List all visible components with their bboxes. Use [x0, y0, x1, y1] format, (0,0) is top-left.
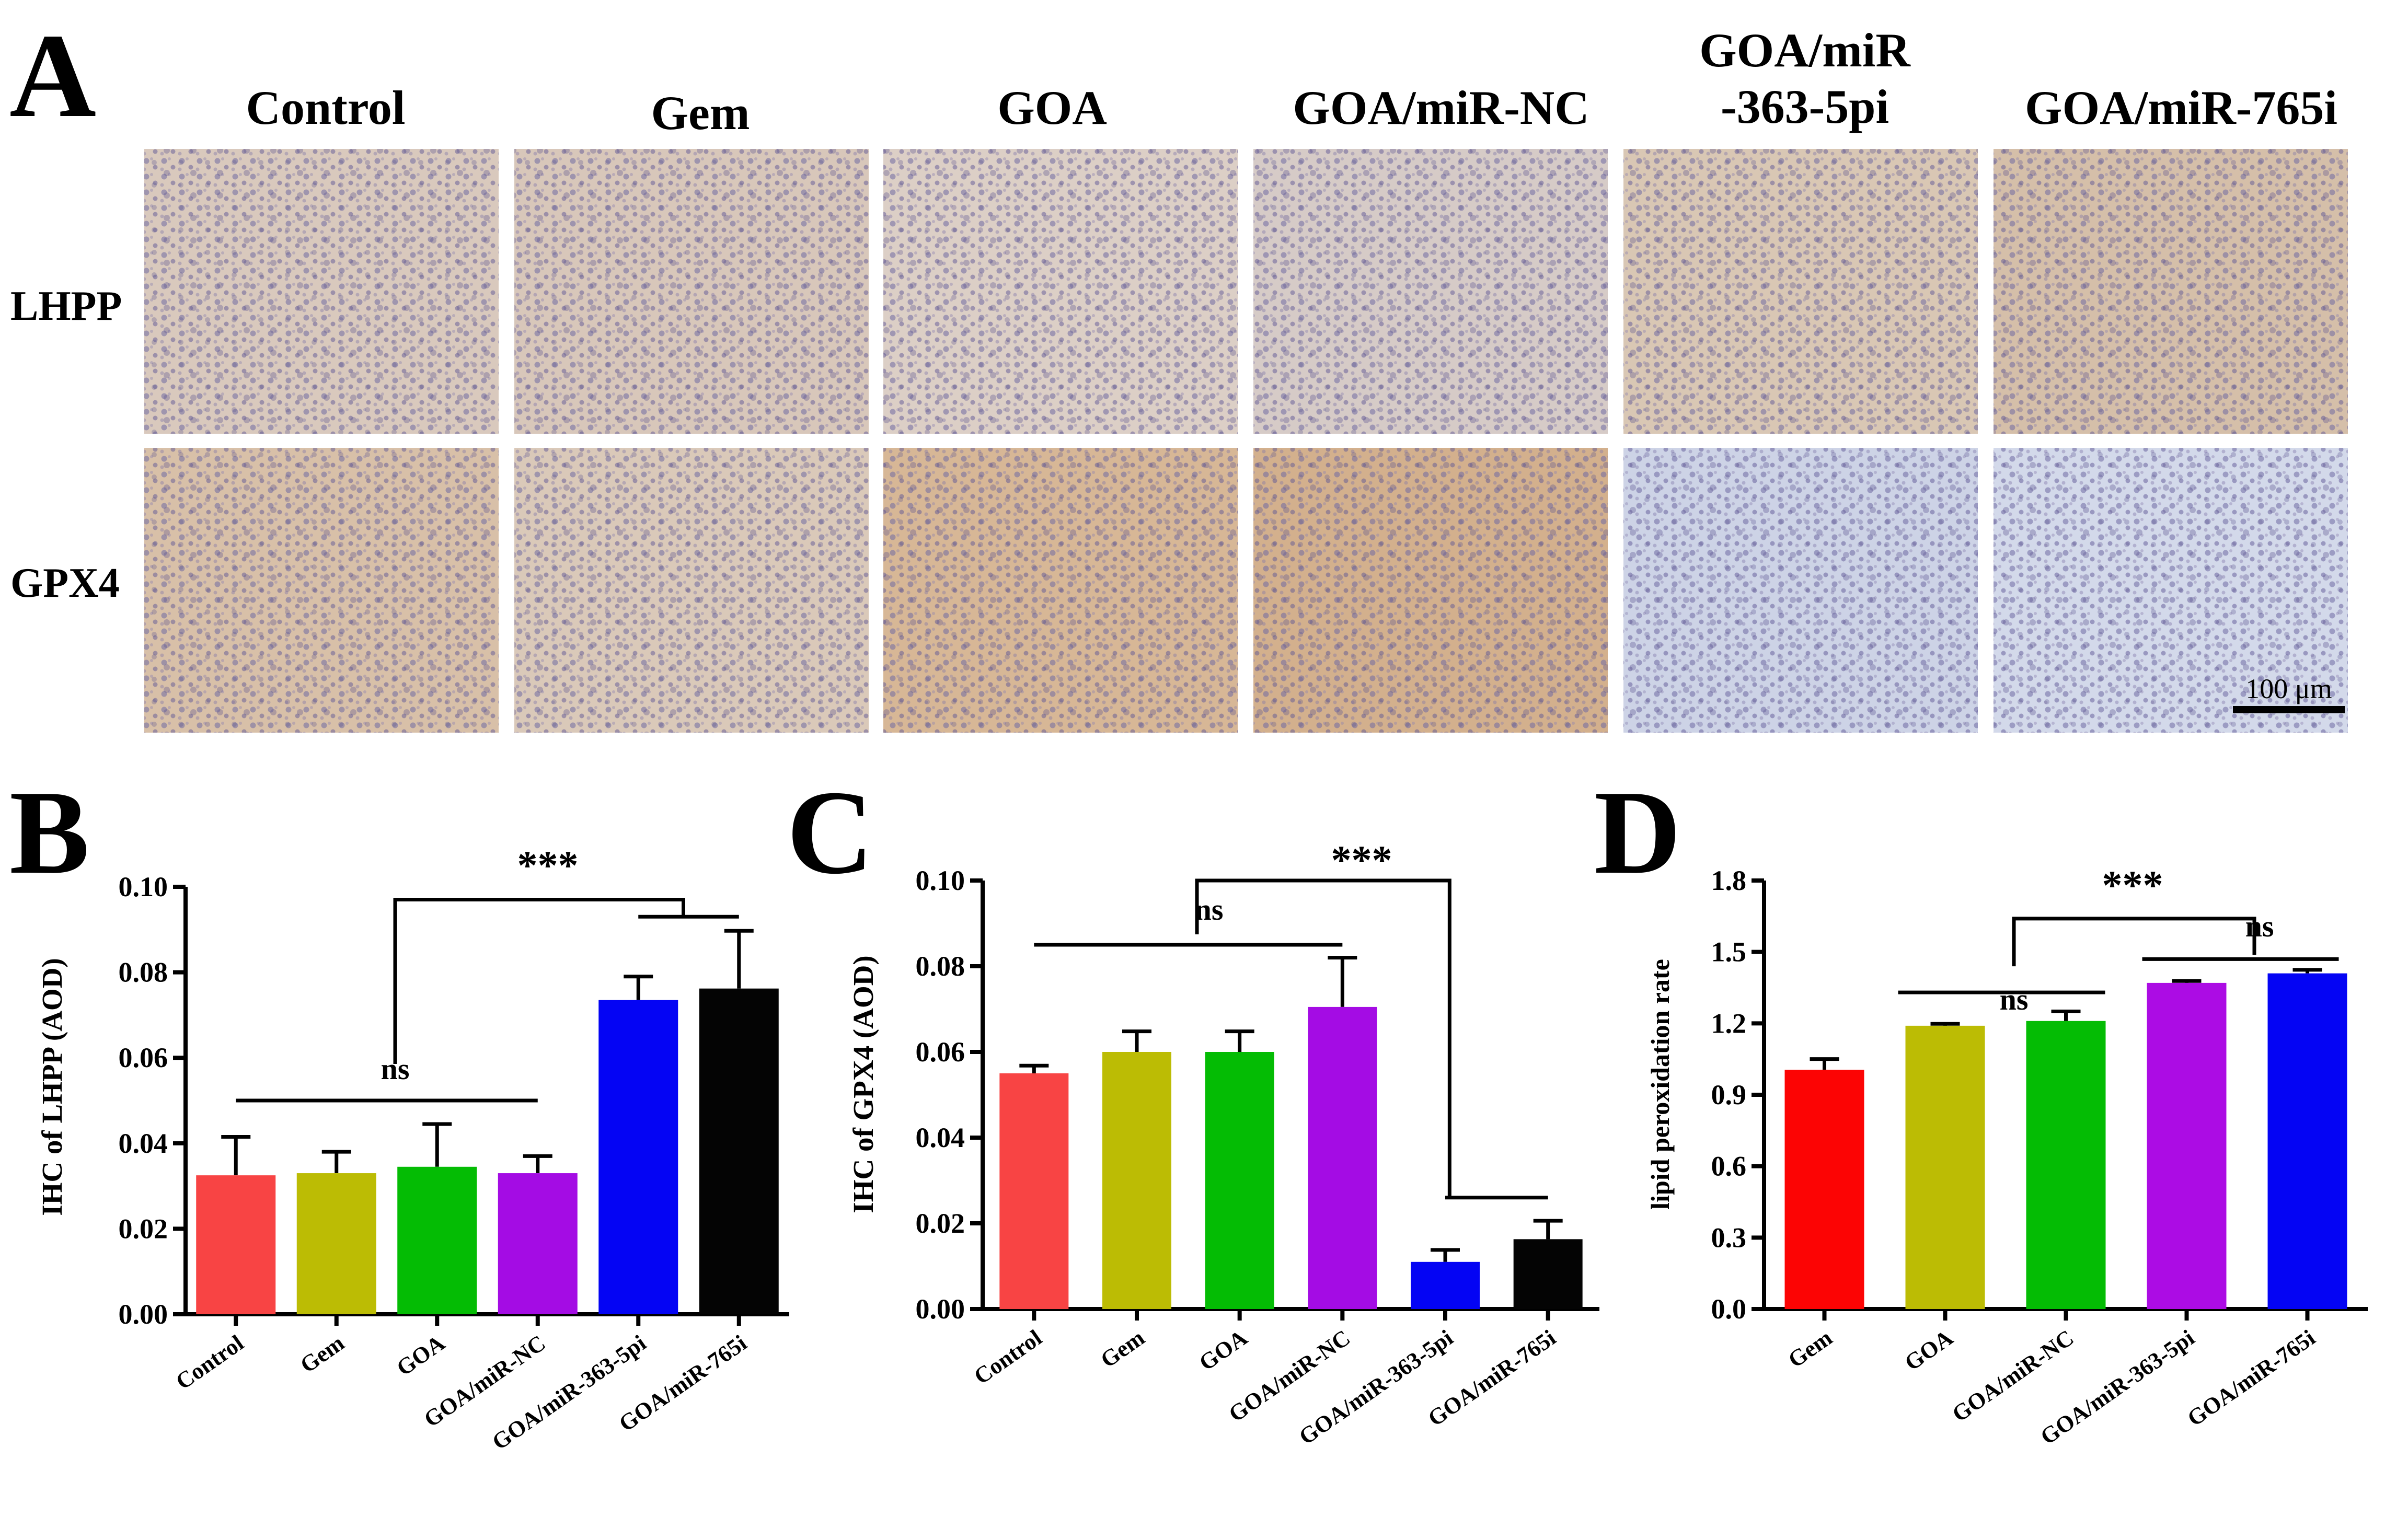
y-tick-label: 0.00: [119, 1299, 168, 1330]
micrograph-gpx4-5: [1623, 448, 1978, 733]
chart-c-annotation-significance: ***: [1331, 837, 1392, 883]
column-label-line: GOA/miR: [1699, 24, 1911, 77]
column-label-line: -363-5pi: [1721, 80, 1889, 133]
micrograph-gpx4-6: [1994, 448, 2348, 733]
micrograph-lhpp-2: [514, 149, 869, 434]
y-tick-label: 0.06: [119, 1042, 168, 1073]
bar-5: [2267, 973, 2347, 1309]
bar-1: [999, 1073, 1069, 1309]
chart-b-lhpp: IHC of LHPP (AOD) ns *** 0.000.020.040.0…: [36, 842, 789, 1455]
column-label-goa-mir-363-5pi: GOA/miR -363-5pi: [1699, 24, 1911, 133]
bar-1: [1784, 1070, 1864, 1309]
micrograph-gpx4-4: [1253, 448, 1608, 733]
y-tick-label: 0.10: [916, 865, 965, 896]
bar-3: [2026, 1021, 2106, 1309]
y-tick-label: 0.08: [916, 951, 965, 982]
bar-3: [397, 1166, 477, 1314]
bar-6: [699, 988, 779, 1314]
micrograph-lhpp-4: [1253, 149, 1608, 434]
panel-a-micrographs: Control Gem GOA GOA/miR-NC GOA/miR -363-5…: [10, 24, 2348, 733]
y-tick-label: 0.02: [119, 1213, 168, 1244]
micrograph-gpx4-2: [514, 448, 869, 733]
y-tick-label: 0.3: [1711, 1222, 1747, 1253]
bar-1: [196, 1175, 276, 1314]
panel-label-d: D: [1594, 766, 1681, 899]
panel-label-c: C: [787, 766, 873, 899]
chart-c-annotation-ns: ns: [1195, 893, 1224, 927]
panel-label-a: A: [9, 9, 96, 142]
chart-d-annotation-ns-1: ns: [2000, 982, 2029, 1016]
bar-2: [1905, 1025, 1985, 1309]
column-label-goa-mir-765i: GOA/miR-765i: [2025, 81, 2337, 134]
y-tick-label: 1.8: [1711, 865, 1747, 896]
row-label-gpx4: GPX4: [10, 560, 120, 606]
bar-5: [1411, 1261, 1480, 1309]
bar-3: [1205, 1052, 1274, 1309]
chart-b-annotation-significance: ***: [517, 842, 579, 888]
y-tick-label: 0.04: [916, 1122, 965, 1153]
y-tick-label: 0.08: [119, 957, 168, 988]
significance-bracket-main: [393, 898, 685, 1064]
chart-d-ylabel: lipid peroxidation rate: [1645, 959, 1675, 1210]
significance-bracket-main: [1195, 878, 1451, 1198]
column-label-gem: Gem: [651, 86, 750, 140]
bar-5: [598, 1000, 678, 1314]
significance-bracket-main: [2012, 917, 2256, 967]
column-label-goa-mir-nc: GOA/miR-NC: [1293, 81, 1589, 134]
bar-2: [1102, 1052, 1171, 1309]
micrograph-lhpp-1: [144, 149, 499, 434]
micrograph-lhpp-6: [1994, 149, 2348, 434]
y-tick-label: 1.2: [1711, 1008, 1747, 1039]
y-tick-label: 1.5: [1711, 936, 1747, 968]
y-tick-label: 0.6: [1711, 1151, 1747, 1182]
micrograph-lhpp-5: [1623, 149, 1978, 434]
chart-d-annotation-significance: ***: [2102, 862, 2163, 908]
column-label-goa: GOA: [997, 81, 1107, 134]
y-tick-label: 0.02: [916, 1208, 965, 1239]
y-tick-label: 0.06: [916, 1036, 965, 1068]
bar-4: [2147, 982, 2227, 1309]
y-tick-label: 0.04: [119, 1128, 168, 1159]
bar-6: [1513, 1239, 1583, 1309]
scale-bar-label: 100 μm: [2245, 673, 2332, 704]
row-label-lhpp: LHPP: [10, 283, 122, 329]
column-label-control: Control: [246, 81, 406, 134]
micrograph-gpx4-3: [883, 448, 1238, 733]
bar-2: [296, 1173, 376, 1314]
chart-c-ylabel: IHC of GPX4 (AOD): [847, 955, 879, 1213]
y-tick-label: 0.0: [1711, 1293, 1747, 1325]
chart-d-annotation-ns-2: ns: [2245, 909, 2274, 943]
y-tick-label: 0.10: [119, 871, 168, 902]
panel-label-b: B: [9, 766, 89, 899]
micrograph-gpx4-1: [144, 448, 499, 733]
y-tick-label: 0.9: [1711, 1079, 1747, 1110]
micrograph-lhpp-3: [883, 149, 1238, 434]
y-tick-label: 0.00: [916, 1293, 965, 1325]
bar-4: [1308, 1006, 1377, 1309]
bar-4: [498, 1173, 578, 1314]
chart-b-ylabel: IHC of LHPP (AOD): [36, 958, 68, 1215]
